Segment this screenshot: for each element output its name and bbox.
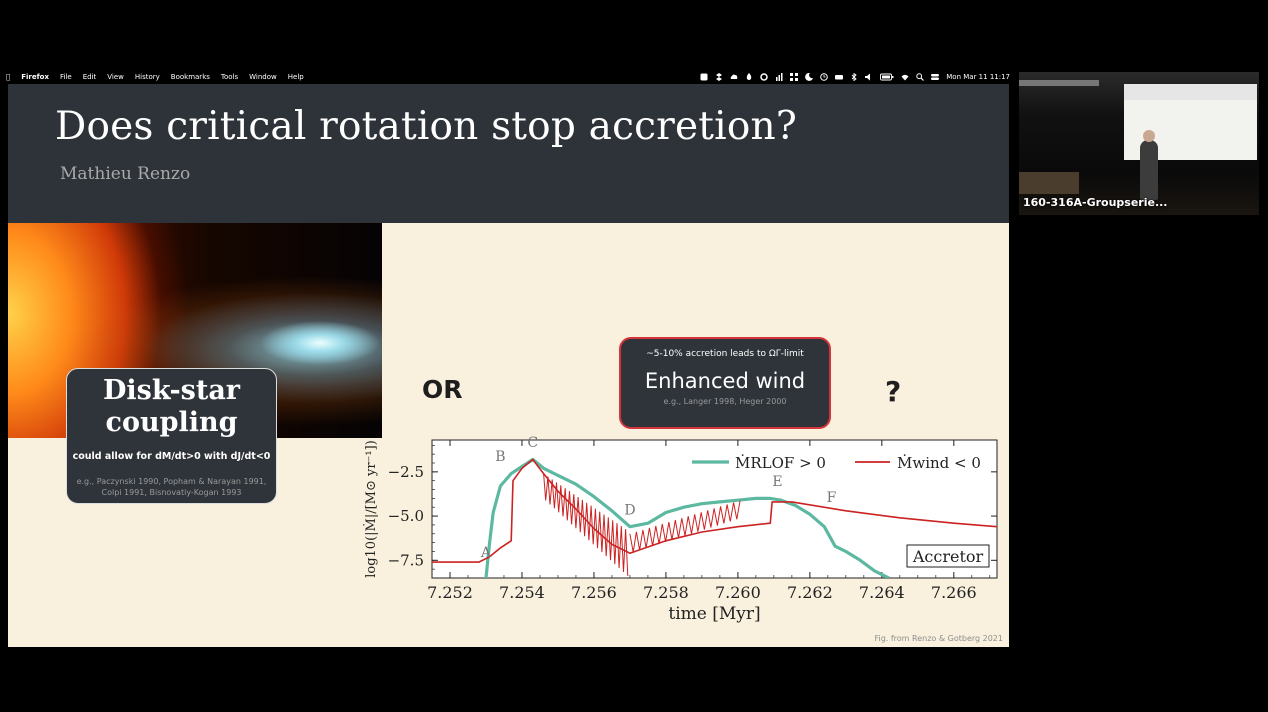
point-label-c: C <box>527 435 538 451</box>
coupling-ref-line2: Colpi 1991, Bisnovatiy-Kogan 1993 <box>101 488 242 497</box>
coupling-ref-line1: e.g., Paczynski 1990, Popham & Narayan 1… <box>76 477 267 486</box>
x-tick-label: 7.254 <box>499 583 545 602</box>
keyboard-icon[interactable] <box>835 73 844 81</box>
participant-name: 160-316A-Groupserie... <box>1023 196 1168 209</box>
y-axis-label: log10(|Ṁ|/[M⊙ yr⁻¹]) <box>362 440 379 578</box>
x-tick-label: 7.260 <box>715 583 761 602</box>
accretor-label: Accretor <box>912 547 984 566</box>
bluetooth-icon[interactable] <box>850 73 858 81</box>
cloud-icon[interactable] <box>730 73 738 81</box>
legend-rlof-label: ṀRLOF > 0 <box>735 454 826 472</box>
rlof-series-line <box>484 457 890 578</box>
y-tick-label: −5.0 <box>388 507 424 525</box>
mac-menubar:  Firefox File Edit View History Bookmar… <box>0 70 1016 84</box>
menu-help[interactable]: Help <box>283 73 304 81</box>
wifi-icon[interactable] <box>901 73 909 81</box>
menu-edit[interactable]: Edit <box>78 73 97 81</box>
coupling-references: e.g., Paczynski 1990, Popham & Narayan 1… <box>67 476 276 498</box>
question-mark: ? <box>885 375 902 408</box>
search-icon[interactable] <box>916 73 925 81</box>
wind-oscillation-early <box>543 473 629 577</box>
flame-icon[interactable] <box>745 73 753 81</box>
clock-icon[interactable] <box>820 73 829 81</box>
projection-screen-header <box>1124 84 1257 100</box>
x-tick-label: 7.266 <box>931 583 977 602</box>
status-app-icon[interactable] <box>700 73 708 81</box>
figure-credit: Fig. from Renzo & Gotberg 2021 <box>874 634 1003 643</box>
moon-icon[interactable] <box>805 73 814 81</box>
menu-bookmarks[interactable]: Bookmarks <box>166 73 210 81</box>
dropbox-icon[interactable] <box>715 73 723 81</box>
wind-subtitle: ~5-10% accretion leads to ΩΓ-limit <box>646 349 804 359</box>
menu-window[interactable]: Window <box>244 73 277 81</box>
point-label-f: F <box>827 490 837 506</box>
webcam-feed[interactable]: 160-316A-Groupserie... <box>1019 72 1259 215</box>
y-tick-label: −2.5 <box>388 463 424 481</box>
control-center-icon[interactable] <box>931 73 940 81</box>
point-label-e: E <box>772 474 782 490</box>
ceiling-lamp <box>1019 80 1099 86</box>
x-tick-label: 7.258 <box>643 583 689 602</box>
point-label-a: A <box>480 545 492 561</box>
coupling-heading-line1: Disk-star <box>102 375 241 406</box>
volume-icon[interactable] <box>865 73 873 81</box>
slide-title: Does critical rotation stop accretion? <box>55 104 797 149</box>
presenter <box>1140 140 1158 200</box>
point-label-b: B <box>495 449 505 465</box>
slide-author: Mathieu Renzo <box>60 164 191 184</box>
mass-transfer-chart: 7.252 7.254 7.256 7.258 7.260 7.262 7.264 7.266… <box>362 435 998 624</box>
presenter-head <box>1143 130 1155 142</box>
or-label: OR <box>422 375 463 404</box>
x-axis-label: time [Myr] <box>668 604 760 624</box>
menu-file[interactable]: File <box>55 73 72 81</box>
apple-icon[interactable]:  <box>6 73 10 81</box>
coupling-heading-line2: coupling <box>105 407 238 438</box>
wind-references: e.g., Langer 1998, Heger 2000 <box>663 397 787 406</box>
disk-star-coupling-box: Disk-star coupling could allow for dM/dt… <box>66 368 277 504</box>
wind-heading: Enhanced wind <box>644 369 806 393</box>
menu-tools[interactable]: Tools <box>216 73 238 81</box>
x-tick-label: 7.262 <box>787 583 833 602</box>
menubar-status: Mon Mar 11 11:17 <box>700 70 1010 84</box>
legend-wind-label: Ṁwind < 0 <box>897 454 981 472</box>
menubar-left:  Firefox File Edit View History Bookmar… <box>6 70 315 84</box>
accretor-label-box <box>906 544 990 568</box>
slide-header: Does critical rotation stop accretion? M… <box>8 84 1009 223</box>
desk <box>1019 172 1079 194</box>
app-menu[interactable]: Firefox <box>17 73 49 81</box>
presentation-slide: Does critical rotation stop accretion? M… <box>8 84 1009 647</box>
grid-icon[interactable] <box>790 73 799 81</box>
menu-history[interactable]: History <box>130 73 160 81</box>
coupling-subtitle: could allow for dM/dt>0 with dJ/dt<0 <box>72 451 271 462</box>
wind-oscillation-late <box>629 500 741 553</box>
x-tick-label: 7.256 <box>571 583 617 602</box>
gear-icon[interactable] <box>760 73 769 81</box>
menubar-clock[interactable]: Mon Mar 11 11:17 <box>946 73 1010 81</box>
chart-icon[interactable] <box>775 73 783 81</box>
x-tick-label: 7.264 <box>859 583 905 602</box>
enhanced-wind-box: ~5-10% accretion leads to ΩΓ-limit Enhan… <box>619 337 831 429</box>
y-tick-label: −7.5 <box>388 551 424 569</box>
x-tick-label: 7.252 <box>427 583 473 602</box>
battery-icon[interactable] <box>880 73 894 81</box>
menu-view[interactable]: View <box>103 73 124 81</box>
point-label-d: D <box>624 502 635 518</box>
